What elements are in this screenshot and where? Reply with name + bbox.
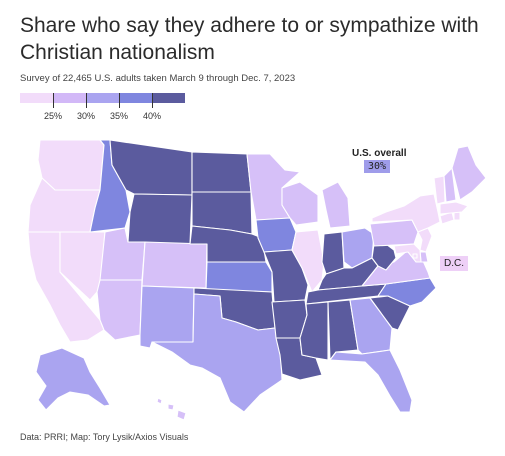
legend-tick — [53, 93, 54, 108]
legend-tick — [152, 93, 153, 108]
state-florida[interactable] — [329, 349, 413, 413]
state-pennsylvania[interactable] — [369, 219, 419, 247]
state-colorado[interactable] — [141, 241, 208, 289]
chart-subtitle: Survey of 22,465 U.S. adults taken March… — [20, 73, 296, 84]
state-rhode-island[interactable] — [453, 211, 461, 221]
legend-swatch-4 — [119, 93, 152, 103]
legend-label-40: 40% — [142, 111, 162, 121]
legend-label-25: 25% — [43, 111, 63, 121]
state-alaska[interactable] — [35, 347, 111, 411]
state-washington[interactable] — [37, 139, 105, 191]
state-illinois[interactable] — [291, 229, 325, 293]
us-overall-value: 30% — [364, 160, 391, 173]
state-massachusetts[interactable] — [439, 201, 469, 215]
source-note: Data: PRRI; Map: Tory Lysik/Axios Visual… — [20, 432, 189, 442]
state-vermont[interactable] — [433, 175, 446, 205]
legend-tick — [119, 93, 120, 108]
state-dc[interactable] — [412, 253, 418, 259]
state-new-mexico[interactable] — [139, 285, 195, 349]
legend-label-35: 35% — [109, 111, 129, 121]
state-wyoming[interactable] — [127, 193, 193, 245]
state-indiana[interactable] — [321, 231, 345, 275]
legend-swatch-1 — [20, 93, 53, 103]
legend-tick — [86, 93, 87, 108]
legend-label-30: 30% — [76, 111, 96, 121]
dc-label: D.C. — [440, 256, 468, 271]
state-hawaii[interactable] — [156, 397, 187, 421]
state-iowa[interactable] — [255, 217, 297, 253]
us-overall-label: U.S. overall — [352, 148, 407, 159]
chart-title: Share who say they adhere to or sympathi… — [20, 14, 479, 64]
state-wisconsin[interactable] — [281, 181, 319, 226]
legend-swatch-5 — [152, 93, 185, 103]
state-kansas[interactable] — [205, 261, 273, 293]
state-michigan[interactable] — [321, 181, 351, 229]
state-texas[interactable] — [151, 293, 283, 413]
state-arizona[interactable] — [96, 279, 143, 341]
state-north-dakota[interactable] — [191, 151, 252, 193]
state-alabama[interactable] — [327, 299, 359, 361]
legend: 25% 30% 35% 40% — [20, 93, 185, 123]
legend-swatch-2 — [53, 93, 86, 103]
legend-swatch-3 — [86, 93, 119, 103]
state-maine[interactable] — [451, 145, 487, 201]
state-new-york[interactable] — [371, 193, 441, 233]
state-new-hampshire[interactable] — [443, 167, 457, 203]
state-new-jersey[interactable] — [417, 227, 433, 253]
